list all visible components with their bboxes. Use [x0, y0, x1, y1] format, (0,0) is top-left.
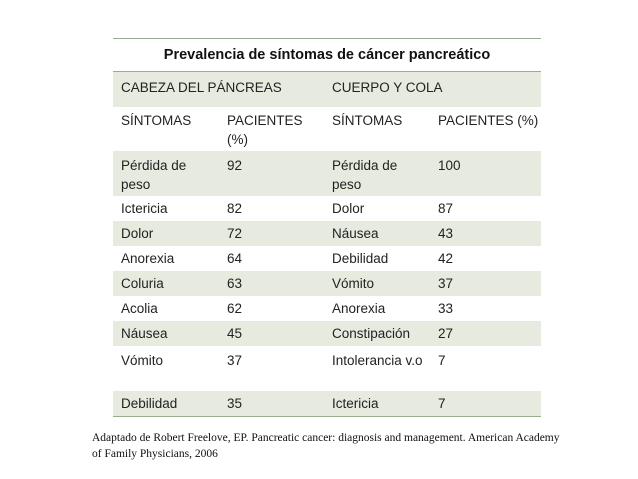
table-cell: 63: [219, 271, 324, 296]
table-cell: 72: [219, 221, 324, 246]
table-row: Anorexia 64 Debilidad 42: [113, 246, 541, 271]
table-cell: 27: [430, 321, 542, 346]
table-cell: Coluria: [113, 271, 219, 296]
symptoms-table: CABEZA DEL PÁNCREAS CUERPO Y COLA SÍNTOM…: [113, 72, 542, 417]
table-cell: 87: [438, 201, 454, 216]
column-header: PACIENTES (%): [438, 113, 539, 128]
table-row: Pérdida de peso 92 Pérdida de peso 100: [113, 151, 542, 196]
table-row: Coluria 63 Vómito 37: [113, 271, 542, 296]
group-header-head: CABEZA DEL PÁNCREAS: [113, 72, 324, 107]
table-cell: 7: [438, 353, 446, 368]
table-cell: Debilidad: [113, 391, 219, 417]
group-header-row: CABEZA DEL PÁNCREAS CUERPO Y COLA: [113, 72, 542, 107]
table-row: Acolia 62 Anorexia 33: [113, 296, 541, 321]
table-cell: Ictericia: [121, 201, 168, 216]
table-row: Debilidad 35 Ictericia 7: [113, 391, 542, 417]
column-header: PACIENTES (%): [227, 113, 303, 147]
column-header: SÍNTOMAS: [121, 113, 192, 128]
table-cell: Debilidad: [332, 251, 389, 266]
table-cell: Constipación: [324, 321, 430, 346]
table-cell: Intolerancia v.o: [332, 353, 423, 368]
table-cell: 100: [430, 151, 542, 196]
source-caption: Adaptado de Robert Freelove, EP. Pancrea…: [92, 432, 560, 460]
table-row: Náusea 45 Constipación 27: [113, 321, 542, 346]
table-cell: Náusea: [324, 221, 430, 246]
table-cell: Acolia: [121, 301, 158, 316]
table-cell: 35: [219, 391, 324, 417]
table-cell: 33: [438, 301, 454, 316]
column-header: SÍNTOMAS: [332, 113, 403, 128]
table-cell: 92: [219, 151, 324, 196]
table-cell: Vómito: [324, 271, 430, 296]
table-cell: Dolor: [113, 221, 219, 246]
column-header-row: SÍNTOMAS PACIENTES (%) SÍNTOMAS PACIENTE…: [113, 107, 541, 151]
table-cell: Pérdida de peso: [324, 151, 430, 196]
table-cell: 37: [430, 271, 542, 296]
table-cell: 43: [430, 221, 542, 246]
table-cell: 42: [438, 251, 454, 266]
table-cell: 64: [227, 251, 243, 266]
table-cell: Vómito: [121, 353, 164, 368]
table-title: Prevalencia de síntomas de cáncer pancre…: [113, 38, 541, 72]
table-row: Ictericia 82 Dolor 87: [113, 196, 541, 221]
group-header-body-tail: CUERPO Y COLA: [324, 72, 542, 107]
table-row: Dolor 72 Náusea 43: [113, 221, 542, 246]
table-cell: Anorexia: [332, 301, 386, 316]
table-row: Vómito 37 Intolerancia v.o 7: [113, 346, 541, 391]
table-cell: 7: [430, 391, 542, 417]
table-cell: Anorexia: [121, 251, 175, 266]
table-cell: 62: [227, 301, 243, 316]
table-cell: 45: [219, 321, 324, 346]
table-cell: Pérdida de peso: [113, 151, 219, 196]
table-cell: 82: [227, 201, 243, 216]
table-cell: Dolor: [332, 201, 365, 216]
symptoms-table-block: Prevalencia de síntomas de cáncer pancre…: [113, 38, 542, 417]
table-cell: Náusea: [113, 321, 219, 346]
table-cell: Ictericia: [324, 391, 430, 417]
table-cell: 37: [227, 353, 243, 368]
